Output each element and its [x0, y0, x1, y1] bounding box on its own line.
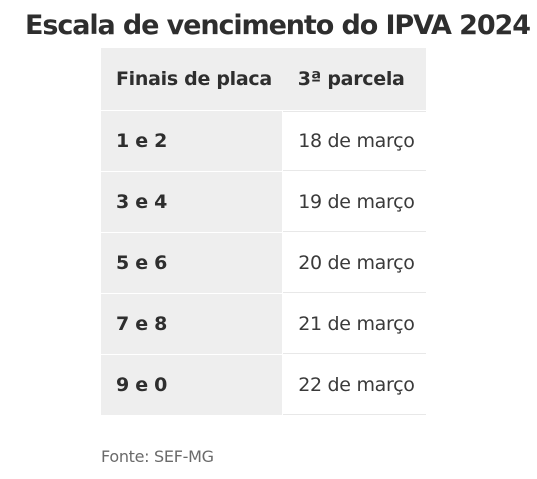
plate-endings-cell: 1 e 2	[101, 110, 284, 172]
due-date-cell: 18 de março	[282, 110, 426, 172]
table-header-row: Finais de placa 3ª parcela	[101, 48, 426, 111]
table-row: 7 e 8 21 de março	[101, 293, 426, 355]
due-date-cell: 21 de março	[282, 293, 426, 355]
table-row: 9 e 0 22 de março	[101, 354, 426, 415]
page-title: Escala de vencimento do IPVA 2024	[25, 10, 531, 41]
plate-endings-cell: 9 e 0	[101, 354, 284, 415]
due-date-cell: 20 de março	[282, 232, 426, 294]
due-date-cell: 22 de março	[282, 354, 426, 415]
due-date-cell: 19 de março	[282, 171, 426, 233]
table-row: 1 e 2 18 de março	[101, 110, 426, 172]
column-header-plates: Finais de placa	[101, 48, 283, 111]
plate-endings-cell: 5 e 6	[101, 232, 284, 294]
plate-endings-cell: 7 e 8	[101, 293, 284, 355]
table-row: 3 e 4 19 de março	[101, 171, 426, 233]
plate-endings-cell: 3 e 4	[101, 171, 284, 233]
table-row: 5 e 6 20 de março	[101, 232, 426, 294]
column-header-installment: 3ª parcela	[282, 48, 426, 111]
schedule-table: Finais de placa 3ª parcela 1 e 2 18 de m…	[101, 48, 426, 415]
source-note: Fonte: SEF-MG	[101, 447, 214, 466]
